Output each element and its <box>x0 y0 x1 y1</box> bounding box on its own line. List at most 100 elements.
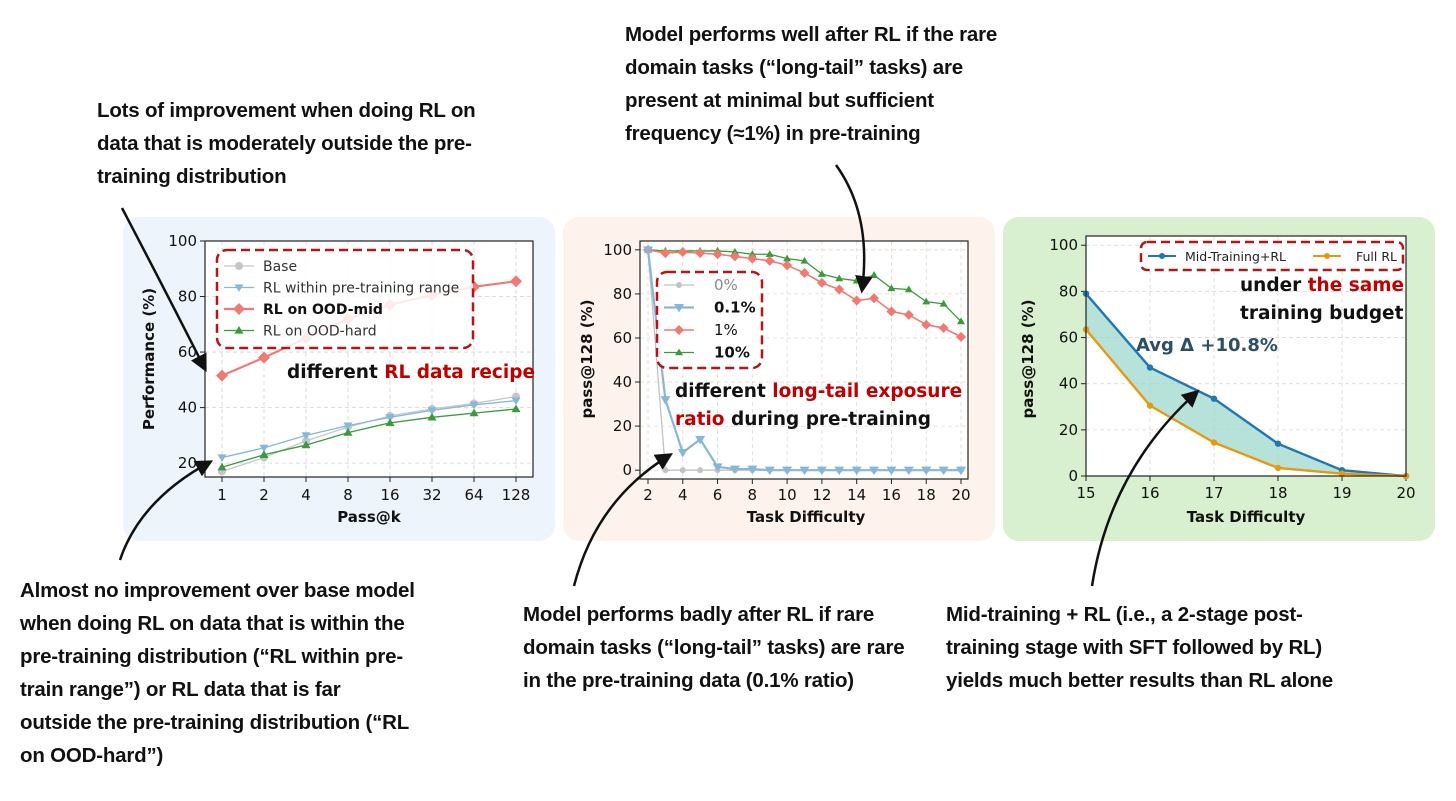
data-point <box>764 255 775 266</box>
data-point <box>834 466 845 476</box>
data-point <box>782 260 793 271</box>
tick-label-x: 20 <box>951 486 970 504</box>
data-point <box>259 450 269 458</box>
data-point <box>1274 440 1282 447</box>
legend-label: Base <box>263 259 297 275</box>
annotation-line: training stage with SFT followed by RL) <box>946 636 1323 659</box>
data-point <box>921 319 932 330</box>
annotation-top-center: Model performs well after RL if the rare… <box>625 18 997 150</box>
legend-marker <box>675 348 683 356</box>
data-point <box>747 465 758 475</box>
tick-label-x: 64 <box>464 486 483 504</box>
legend-marker <box>1159 253 1165 259</box>
legend-marker <box>674 325 684 335</box>
arrow-to-01pct-curve <box>572 453 673 587</box>
data-point <box>660 396 671 405</box>
legend-marker <box>235 262 243 270</box>
tick-label-x: 19 <box>1332 484 1351 502</box>
data-point <box>886 306 897 317</box>
data-point <box>764 466 775 476</box>
annotation-bottom-center: Model performs badly after RL if rare do… <box>523 598 905 697</box>
data-point <box>301 432 311 440</box>
tick-label-y: 60 <box>1059 329 1078 347</box>
x-axis-label: Pass@k <box>337 508 402 526</box>
tick-label-y: 80 <box>178 288 197 306</box>
data-point <box>217 462 227 471</box>
data-point <box>765 250 774 258</box>
data-point <box>938 466 949 476</box>
tick-label-x: 128 <box>502 486 531 504</box>
data-point <box>957 317 965 325</box>
legend-label: 0% <box>714 276 738 294</box>
plot-frame <box>1085 235 1407 477</box>
data-point <box>869 293 880 304</box>
tick-label-x: 18 <box>917 486 936 504</box>
tick-label-y: 20 <box>613 417 632 435</box>
data-point <box>695 435 706 445</box>
data-point <box>301 440 311 449</box>
legend-marker <box>676 282 682 288</box>
series-line-0 <box>1085 292 1407 478</box>
data-point <box>887 284 896 292</box>
y-axis-label: pass@128 (%) <box>1019 300 1037 419</box>
legend-highlight-box <box>215 248 475 350</box>
data-point <box>782 466 793 476</box>
data-point <box>511 404 521 413</box>
tick-label-y: 100 <box>1049 236 1078 254</box>
tick-label-y: 0 <box>1068 467 1078 485</box>
tick-label-y: 60 <box>613 329 632 347</box>
arrow-to-ood-mid <box>120 207 207 373</box>
tick-label-x: 32 <box>422 486 441 504</box>
legend-marker <box>1324 253 1330 259</box>
data-point <box>799 267 810 278</box>
legend-marker <box>234 284 244 292</box>
annotation-line: Mid-training + RL (i.e., a 2-stage post- <box>946 603 1303 626</box>
tick-label-y: 0 <box>622 461 632 479</box>
data-point <box>747 253 758 264</box>
data-point <box>729 465 740 475</box>
tick-label-x: 15 <box>1076 484 1095 502</box>
arrow-to-10pct-curve <box>834 164 873 294</box>
data-point <box>469 408 479 417</box>
plot-frame <box>639 240 969 480</box>
data-point <box>385 418 395 427</box>
data-point <box>851 466 862 476</box>
annotation-line: domain tasks (“long-tail” tasks) are <box>625 56 963 79</box>
data-point <box>817 270 826 277</box>
data-point <box>1338 470 1346 477</box>
data-point <box>469 401 479 410</box>
data-point <box>730 248 739 255</box>
tick-label-x: 16 <box>380 486 399 504</box>
data-point <box>258 351 270 364</box>
legend: Base RL within pre-training range RL on OO… <box>215 248 475 350</box>
data-point <box>259 444 269 453</box>
legend-marker <box>234 326 244 334</box>
annotation-line: Almost no improvement over base model <box>20 579 415 602</box>
legend-marker <box>674 304 684 313</box>
tick-label-x: 16 <box>1140 484 1159 502</box>
x-axis-label: Task Difficulty <box>747 508 866 526</box>
annotation-line: Lots of improvement when doing RL on <box>97 99 476 122</box>
annotation-line: Model performs badly after RL if rare <box>523 603 875 626</box>
series-line-3 <box>221 408 517 468</box>
data-point <box>343 428 353 436</box>
tick-label-y: 40 <box>1059 375 1078 393</box>
data-point <box>427 407 437 415</box>
legend-marker <box>233 303 245 315</box>
tick-label-x: 17 <box>1204 484 1223 502</box>
tick-label-x: 2 <box>259 486 269 504</box>
data-point <box>677 449 688 458</box>
data-point <box>1274 464 1282 472</box>
chart-note: different RL data recipe <box>287 362 535 383</box>
annotation-top-left: Lots of improvement when doing RL on dat… <box>97 94 476 193</box>
chart-note-line-1: different long-tail exposure <box>675 381 962 402</box>
tick-label-y: 40 <box>178 399 197 417</box>
data-point <box>1146 364 1154 371</box>
tick-label-y: 40 <box>613 373 632 391</box>
data-point <box>921 466 932 476</box>
annotation-line: in the pre-training data (0.1% ratio) <box>523 669 854 692</box>
data-point <box>660 248 671 259</box>
legend-label: 0.1% <box>714 299 756 317</box>
